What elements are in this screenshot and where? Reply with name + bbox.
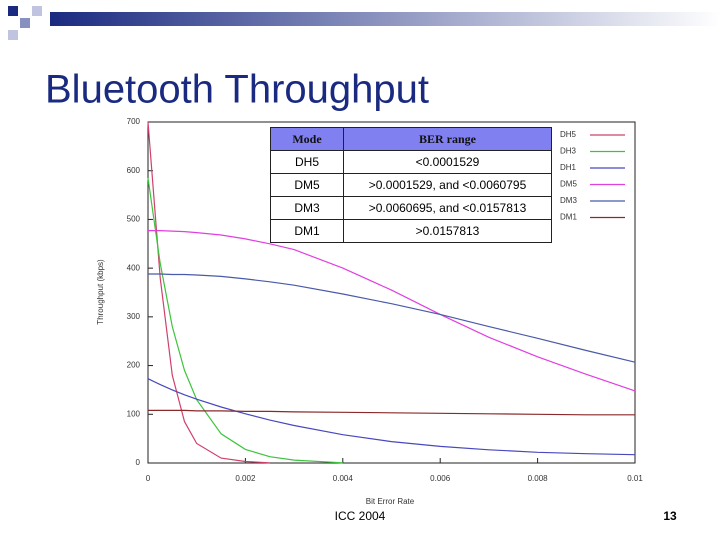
x-tick-label: 0.002: [235, 474, 256, 483]
table-header: BER range: [343, 127, 552, 151]
y-axis-label: Throughput (kbps): [96, 259, 105, 325]
page-number: 13: [663, 509, 677, 523]
y-tick-label: 400: [127, 263, 141, 272]
deco-square: [8, 30, 18, 40]
x-tick-label: 0.01: [627, 474, 643, 483]
y-tick-label: 300: [127, 312, 141, 321]
x-tick-label: 0.004: [333, 474, 354, 483]
x-tick-label: 0.006: [430, 474, 451, 483]
y-tick-label: 0: [136, 458, 141, 467]
table-header: Mode: [270, 127, 344, 151]
legend-label: DH5: [560, 130, 577, 139]
legend-label: DM3: [560, 196, 577, 205]
series-line: [147, 378, 636, 456]
series-line: [147, 177, 343, 464]
table-cell: >0.0157813: [343, 219, 552, 243]
deco-square: [20, 18, 30, 28]
legend-label: DM5: [560, 180, 577, 189]
y-tick-label: 500: [127, 215, 141, 224]
y-tick-label: 700: [127, 117, 141, 126]
legend-label: DM1: [560, 213, 577, 222]
table-cell: >0.0060695, and <0.0157813: [343, 196, 552, 220]
y-tick-label: 600: [127, 166, 141, 175]
table-cell: DM3: [270, 196, 344, 220]
y-tick-label: 200: [127, 361, 141, 370]
mode-table: Mode BER range DH5 <0.0001529 DM5 >0.000152…: [270, 127, 552, 243]
header-bar: [50, 12, 720, 26]
table-cell: DH5: [270, 150, 344, 174]
footer: ICC 2004: [335, 509, 386, 523]
table-cell: <0.0001529: [343, 150, 552, 174]
series-line: [147, 121, 270, 464]
deco-square: [32, 6, 42, 16]
x-tick-label: 0.008: [528, 474, 549, 483]
x-tick-label: 0: [146, 474, 151, 483]
legend-label: DH1: [560, 163, 577, 172]
slide-title: Bluetooth Throughput: [45, 68, 429, 112]
y-tick-label: 100: [127, 409, 141, 418]
series-line: [148, 273, 636, 363]
legend-label: DH3: [560, 147, 577, 156]
table-cell: >0.0001529, and <0.0060795: [343, 173, 552, 197]
series-line: [148, 230, 636, 392]
table-cell: DM1: [270, 219, 344, 243]
deco-square: [8, 6, 18, 16]
plot-frame: [147, 121, 636, 464]
x-axis-label: Bit Error Rate: [366, 497, 415, 506]
table-cell: DM5: [270, 173, 344, 197]
series-line: [148, 409, 635, 416]
